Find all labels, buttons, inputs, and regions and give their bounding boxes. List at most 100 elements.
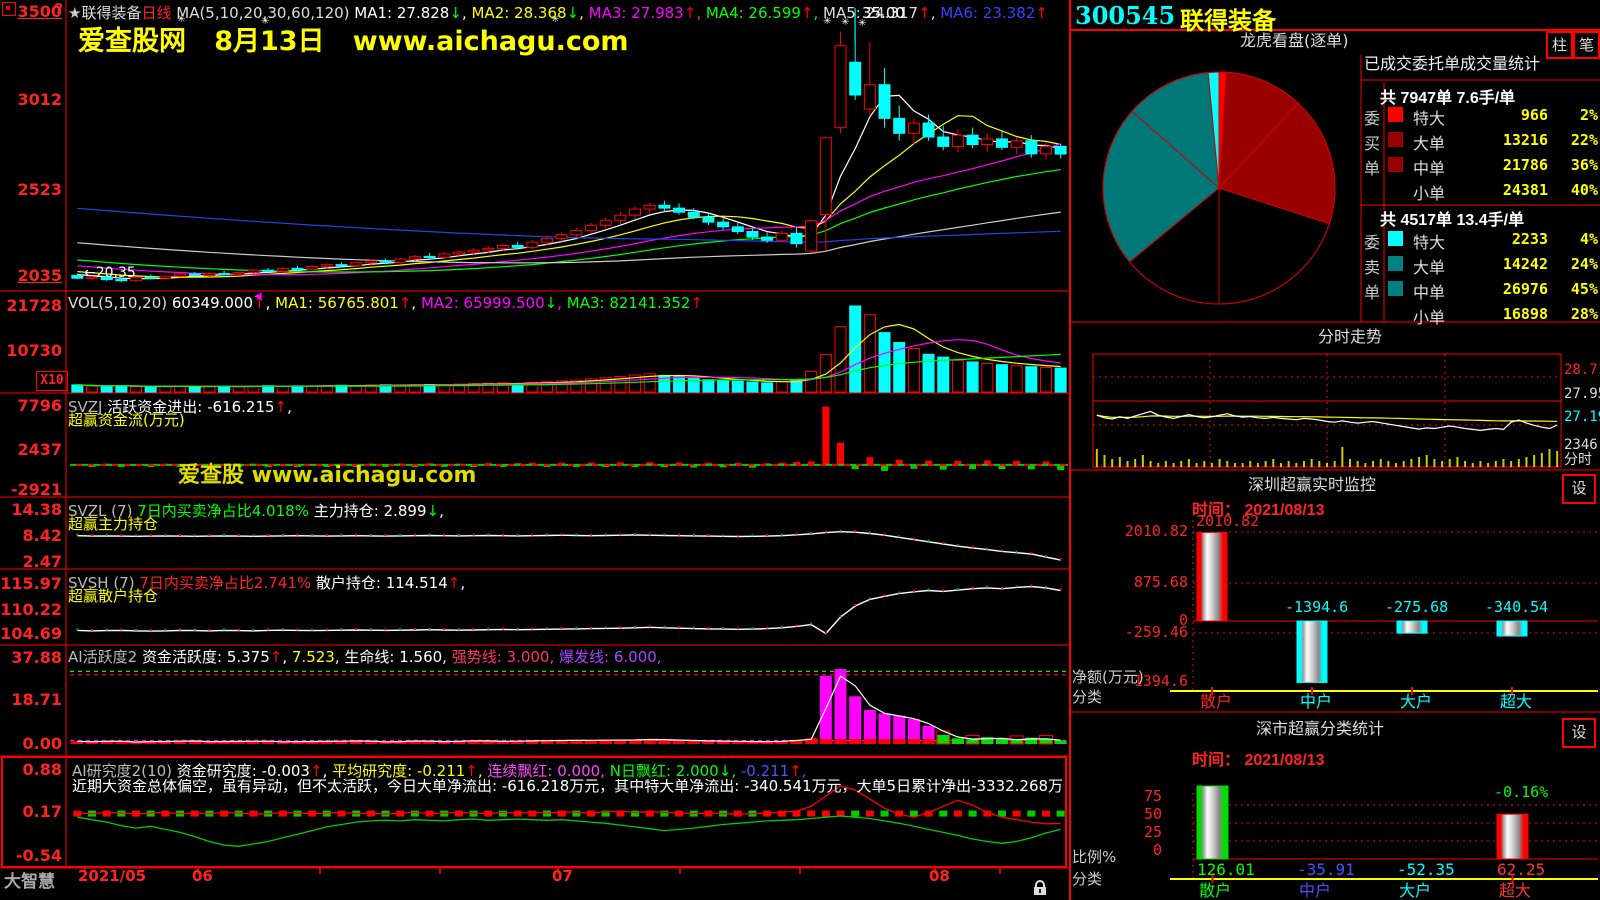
ai2-ytick: -0.54 [15, 846, 62, 865]
svg-text:✳: ✳ [551, 14, 559, 25]
class-axis-caption: 分类 [1072, 870, 1103, 888]
header-segment: 生命线: 1.560, [344, 648, 452, 666]
header-segment: ↑ [918, 4, 931, 22]
header-segment: MA3: 27.983 [588, 4, 684, 22]
header-segment: SVSH (7) [68, 574, 140, 592]
trade-row-pct: 45% [1570, 280, 1598, 298]
header-segment: MA2: 28.368 [471, 4, 567, 22]
trade-row-label: 特大 [1413, 233, 1446, 252]
trade-row-pct: 2% [1579, 106, 1598, 124]
header-segment: MA3: 82141.352 [566, 294, 691, 312]
header-segment: MA1: 27.828 [354, 4, 450, 22]
trade-row: 小单 24381 40% [1388, 179, 1598, 204]
stock-code[interactable]: 300545 [1075, 1, 1176, 30]
svg-text:✳: ✳ [858, 18, 866, 29]
svsh-header: SVSH (7) 7日内买卖净占比2.741% 散户持仓: 114.514↑, [68, 572, 465, 593]
svzl-subtitle: 超赢主力持仓 [68, 515, 159, 533]
header-segment: SVZJ [68, 398, 108, 416]
monitor-cat: 大户 [1400, 692, 1433, 711]
svsh-ytick: 104.69 [0, 624, 62, 643]
header-segment: ↑ [274, 398, 288, 416]
stock-name[interactable]: 联得装备 [1180, 8, 1276, 35]
svg-text:✳: ✳ [261, 16, 269, 27]
svzl-ytick: 2.47 [22, 552, 62, 571]
header-segment: 60349.000 [171, 294, 254, 312]
header-segment: ↓ [718, 762, 732, 780]
monitor-neg-label: -275.68 [1385, 598, 1449, 616]
vol-header: VOL(5,10,20) 60349.000↑, MA1: 56765.801↑… [68, 294, 1068, 312]
trade-row-value: 2233 [1511, 230, 1548, 248]
header-segment: 主力持仓: 2.899 [308, 502, 427, 520]
monitor-ytick: 0 [1178, 611, 1188, 629]
header-segment: AI活跃度2 [68, 648, 142, 666]
class-value: 126.01 [1197, 860, 1255, 879]
header-segment: 爆发线: 6.000, [559, 648, 662, 666]
svsh-ytick: 115.97 [0, 574, 62, 593]
trade-row-label: 特大 [1413, 109, 1446, 128]
header-segment: ↑ [309, 762, 323, 780]
trade-row-label: 大单 [1413, 258, 1446, 277]
class-cat: 中户 [1299, 881, 1332, 900]
watermark-top: 爱查股网 8月13日 www.aichagu.com [78, 26, 629, 57]
tick-mode-button[interactable]: 笔 [1573, 31, 1600, 59]
class-value: 62.25 [1497, 860, 1546, 879]
header-segment: ↑ [690, 294, 704, 312]
header-segment: ↓ [449, 4, 462, 22]
monitor-settings-button[interactable]: 设 [1562, 474, 1596, 504]
header-segment: , [557, 294, 567, 312]
trade-row: 小单 16898 28% [1388, 303, 1598, 328]
header-segment: 平均研究度: -0.211 [332, 762, 466, 780]
header-segment: , [801, 762, 807, 780]
column-mode-button[interactable]: 柱 [1546, 31, 1573, 59]
header-segment: , [334, 648, 345, 666]
header-segment: VOL(5,10,20) [68, 294, 172, 312]
low-annotation: ←20.35 [84, 265, 136, 281]
header-segment: SVZL (7) [68, 502, 138, 520]
kline-ytick[interactable]: 2035 [17, 266, 62, 285]
trade-row-value: 14242 [1502, 255, 1548, 273]
class-axis-caption: 比例% [1072, 848, 1117, 866]
trade-row-pct: 22% [1570, 131, 1598, 149]
help-icon[interactable]: ? [54, 0, 64, 17]
header-segment: ↑ [269, 648, 283, 666]
volume-scale-button[interactable]: X10 [36, 371, 68, 391]
stats-title: 已成交委托单成交量统计 [1364, 54, 1541, 73]
trade-row-label: 大单 [1413, 134, 1446, 153]
fenshi-title: 分时走势 [1318, 327, 1383, 346]
trade-row-pct: 4% [1579, 230, 1598, 248]
ai-activity-header: AI活跃度2 资金活跃度: 5.375↑, 7.523, 生命线: 1.560,… [68, 646, 662, 667]
trade-row-pct: 40% [1570, 181, 1598, 199]
header-segment: , [731, 762, 741, 780]
high-annotation: 35.00 [862, 4, 905, 22]
lock-icon[interactable] [1032, 880, 1048, 896]
class-title: 深市超赢分类统计 [1256, 719, 1385, 738]
svzj-header: SVZJ 活跃资金进出: -616.215↑, [68, 396, 292, 417]
monitor-ytick: 2010.82 [1124, 522, 1188, 540]
header-segment: ↑ [447, 574, 461, 592]
ai-research-header: AI研究度2(10) 资金研究度: -0.003↑, 平均研究度: -0.211… [72, 760, 1064, 781]
fenshi-tag: 分时 [1564, 452, 1592, 468]
trade-row-value: 26976 [1502, 280, 1548, 298]
trade-row-value: 16898 [1502, 305, 1548, 323]
class-settings-button[interactable]: 设 [1562, 718, 1596, 748]
header-segment: 活跃资金进出: -616.215 [107, 398, 275, 416]
ai2-ytick: 0.88 [22, 760, 62, 779]
header-segment: , [477, 762, 488, 780]
date-tick: 06 [192, 867, 213, 885]
header-segment: ↑ [683, 4, 697, 22]
monitor-axis-caption: 净额(万元) [1072, 668, 1144, 686]
trade-row: 大单 14242 24% [1388, 253, 1598, 278]
category-swatch [1388, 231, 1403, 246]
svg-text:✳: ✳ [823, 16, 831, 27]
app-icon[interactable] [2, 2, 16, 16]
header-segment: MA2: 65999.500 [420, 294, 545, 312]
header-segment: ↑ [253, 294, 266, 312]
trade-row: 中单 26976 45% [1388, 278, 1598, 303]
trade-row-value: 966 [1520, 106, 1548, 124]
category-swatch [1388, 132, 1403, 147]
trade-row-value: 21786 [1502, 156, 1548, 174]
monitor-ytick: -1394.6 [1124, 672, 1188, 690]
class-bar-label: -0.16% [1494, 783, 1549, 801]
header-segment: , [930, 4, 941, 22]
kline-ytick[interactable]: 3500 [17, 2, 62, 21]
